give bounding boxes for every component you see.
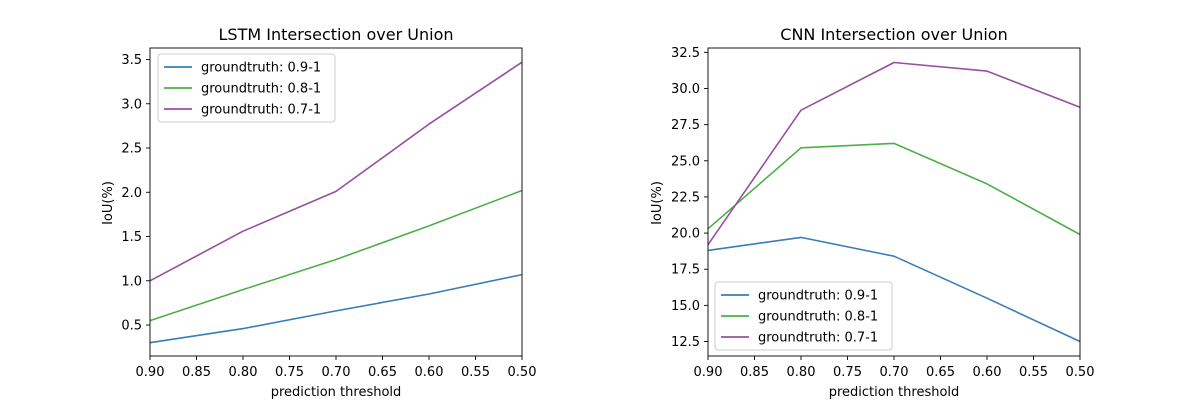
y-tick-label: 1.5 <box>121 230 142 245</box>
legend-box <box>714 281 893 351</box>
y-tick-label: 12.5 <box>671 335 700 350</box>
x-tick-label: 0.80 <box>787 365 816 380</box>
series-line-2 <box>707 142 1081 236</box>
y-tick-label: 15.0 <box>671 299 700 314</box>
y-tick-label: 2.0 <box>121 186 142 201</box>
x-tick-label: 0.90 <box>136 365 165 380</box>
y-tick-label: 25.0 <box>671 154 700 169</box>
x-tick-label: 0.50 <box>508 365 537 380</box>
x-tick-label: 0.60 <box>415 365 444 380</box>
x-tick-label: 0.65 <box>368 365 397 380</box>
y-tick-label: 3.0 <box>121 97 142 112</box>
chart-title: CNN Intersection over Union <box>780 25 1007 44</box>
cnn-chart-panel: CNN Intersection over Union prediction t… <box>650 25 1094 400</box>
y-tick-label: 22.5 <box>671 190 700 205</box>
lstm-chart-panel: LSTM Intersection over Union prediction … <box>101 25 536 400</box>
legend-label: groundtruth: 0.9-1 <box>201 61 321 76</box>
y-tick-label: 1.0 <box>121 274 142 289</box>
x-tick-label: 0.75 <box>275 365 304 380</box>
legend: groundtruth: 0.9-1 groundtruth: 0.8-1 grou… <box>157 53 336 123</box>
x-tick-label: 0.55 <box>1019 365 1048 380</box>
x-tick-label: 0.65 <box>926 365 955 380</box>
series-line-1 <box>707 236 1081 343</box>
chart-title: LSTM Intersection over Union <box>219 25 454 44</box>
x-axis-label: prediction threshold <box>271 385 402 400</box>
x-tick-label: 0.70 <box>880 365 909 380</box>
y-tick-label: 2.5 <box>121 142 142 157</box>
y-tick-label: 3.5 <box>121 53 142 68</box>
y-tick-label: 27.5 <box>671 118 700 133</box>
x-tick-label: 0.55 <box>461 365 490 380</box>
y-tick-label: 20.0 <box>671 227 700 242</box>
legend-label: groundtruth: 0.7-1 <box>201 103 321 118</box>
legend-label: groundtruth: 0.9-1 <box>758 289 878 304</box>
series-line-2 <box>149 189 523 322</box>
plot-area: 0.90 0.85 0.80 0.75 0.70 0.65 0.60 0.55 0.50 0.5 1… <box>121 47 537 380</box>
x-tick-label: 0.70 <box>322 365 351 380</box>
series-line-3 <box>707 61 1081 246</box>
x-tick-label: 0.85 <box>740 365 769 380</box>
y-tick-label: 0.5 <box>121 319 142 334</box>
x-tick-label: 0.80 <box>229 365 258 380</box>
x-tick-label: 0.90 <box>694 365 723 380</box>
y-axis-label: IoU(%) <box>101 181 116 225</box>
legend-label: groundtruth: 0.7-1 <box>758 331 878 346</box>
legend-box <box>157 53 336 123</box>
y-tick-label: 17.5 <box>671 263 700 278</box>
x-tick-label: 0.60 <box>973 365 1002 380</box>
y-axis-label: IoU(%) <box>650 181 665 225</box>
series-line-3 <box>149 61 523 282</box>
legend: groundtruth: 0.9-1 groundtruth: 0.8-1 grou… <box>714 281 893 351</box>
legend-label: groundtruth: 0.8-1 <box>201 82 321 97</box>
series-line-1 <box>149 273 523 344</box>
y-tick-label: 30.0 <box>671 82 700 97</box>
plot-area: 0.90 0.85 0.80 0.75 0.70 0.65 0.60 0.55 0.50 12.5… <box>671 46 1094 380</box>
x-tick-label: 0.50 <box>1066 365 1095 380</box>
x-axis-label: prediction threshold <box>829 385 960 400</box>
legend-label: groundtruth: 0.8-1 <box>758 310 878 325</box>
x-tick-label: 0.75 <box>833 365 862 380</box>
y-tick-label: 32.5 <box>671 46 700 61</box>
x-tick-label: 0.85 <box>182 365 211 380</box>
